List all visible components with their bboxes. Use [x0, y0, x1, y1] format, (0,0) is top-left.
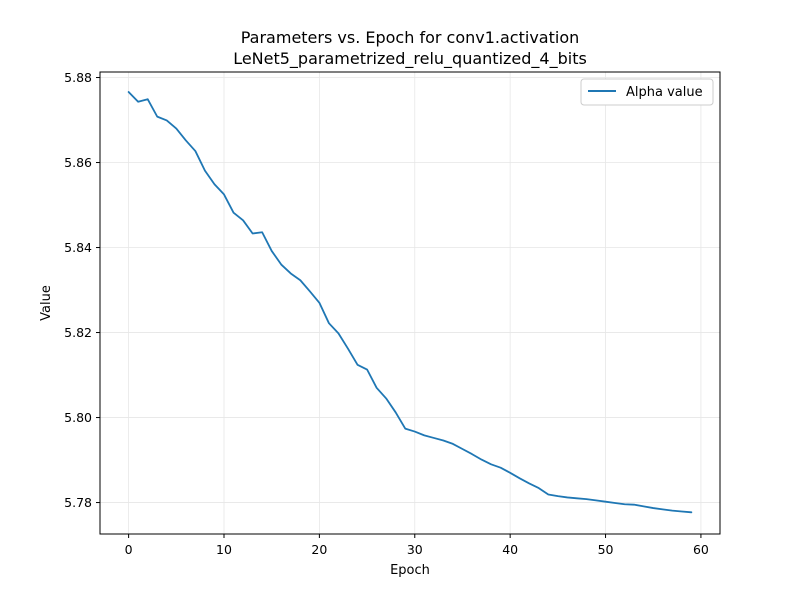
- x-tick-label: 50: [598, 542, 614, 557]
- x-tick-label: 0: [125, 542, 133, 557]
- x-tick-label: 60: [693, 542, 709, 557]
- y-tick-label: 5.82: [64, 325, 92, 340]
- plot-frame: [99, 71, 721, 535]
- x-axis-label: Epoch: [390, 563, 430, 578]
- y-axis-ticks: 5.78 5.80 5.82 5.84 5.86 5.88: [64, 70, 100, 510]
- series-layer: [127, 91, 693, 514]
- y-tick-label: 5.86: [64, 155, 92, 170]
- x-axis-ticks: 0 10 20 30 40 50 60: [125, 534, 709, 557]
- legend: Alpha value: [580, 78, 714, 106]
- y-tick-label: 5.84: [64, 240, 92, 255]
- plot-area: [100, 72, 720, 534]
- legend-label: Alpha value: [626, 85, 703, 100]
- y-tick-label: 5.78: [64, 495, 92, 510]
- series-line-alpha-value: [127, 91, 693, 514]
- x-tick-label: 30: [407, 542, 423, 557]
- y-axis-label: Value: [39, 285, 54, 321]
- chart-title: Parameters vs. Epoch for conv1.activatio…: [241, 28, 580, 47]
- x-tick-label: 10: [216, 542, 232, 557]
- x-tick-label: 40: [502, 542, 518, 557]
- y-tick-label: 5.80: [64, 410, 92, 425]
- y-tick-label: 5.88: [64, 70, 92, 85]
- x-tick-label: 20: [311, 542, 327, 557]
- legend-box: [580, 78, 714, 106]
- chart-subtitle: LeNet5_parametrized_relu_quantized_4_bit…: [233, 49, 587, 69]
